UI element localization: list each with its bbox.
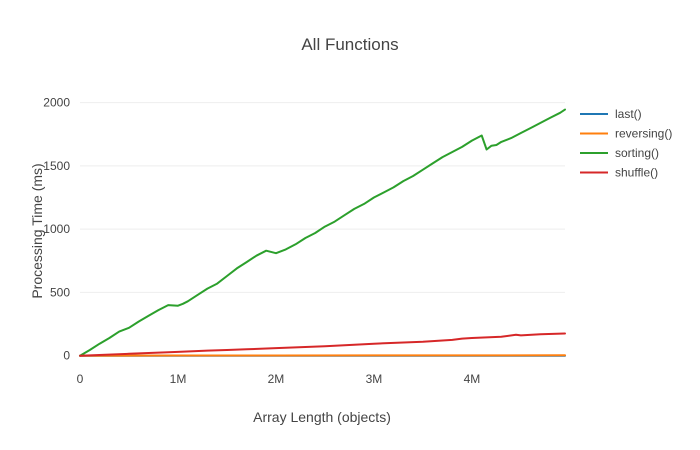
- y-tick-label: 0: [63, 349, 70, 363]
- legend-label: last(): [615, 107, 642, 121]
- x-tick-label: 0: [77, 372, 84, 386]
- x-tick-label: 2M: [268, 372, 285, 386]
- y-axis-label: Processing Time (ms): [29, 163, 45, 298]
- y-tick-label: 1000: [43, 222, 70, 236]
- series-line-shuffle: [79, 332, 566, 357]
- x-tick-label: 4M: [464, 372, 481, 386]
- y-tick-label: 2000: [43, 96, 70, 110]
- series-line-sorting: [79, 108, 566, 357]
- plot-area: [79, 108, 566, 357]
- legend-label: shuffle(): [615, 166, 658, 180]
- x-axis-label: Array Length (objects): [253, 409, 391, 425]
- legend: last() reversing() sorting() shuffle(): [580, 107, 672, 180]
- axis-ticks: 0 500 1000 1500 2000 0 1M 2M 3M 4M: [43, 96, 480, 386]
- x-tick-label: 1M: [170, 372, 187, 386]
- x-tick-label: 3M: [366, 372, 383, 386]
- legend-label: sorting(): [615, 146, 659, 160]
- chart-title: All Functions: [301, 35, 398, 54]
- y-tick-label: 1500: [43, 159, 70, 173]
- y-tick-label: 500: [50, 285, 70, 299]
- legend-label: reversing(): [615, 127, 672, 141]
